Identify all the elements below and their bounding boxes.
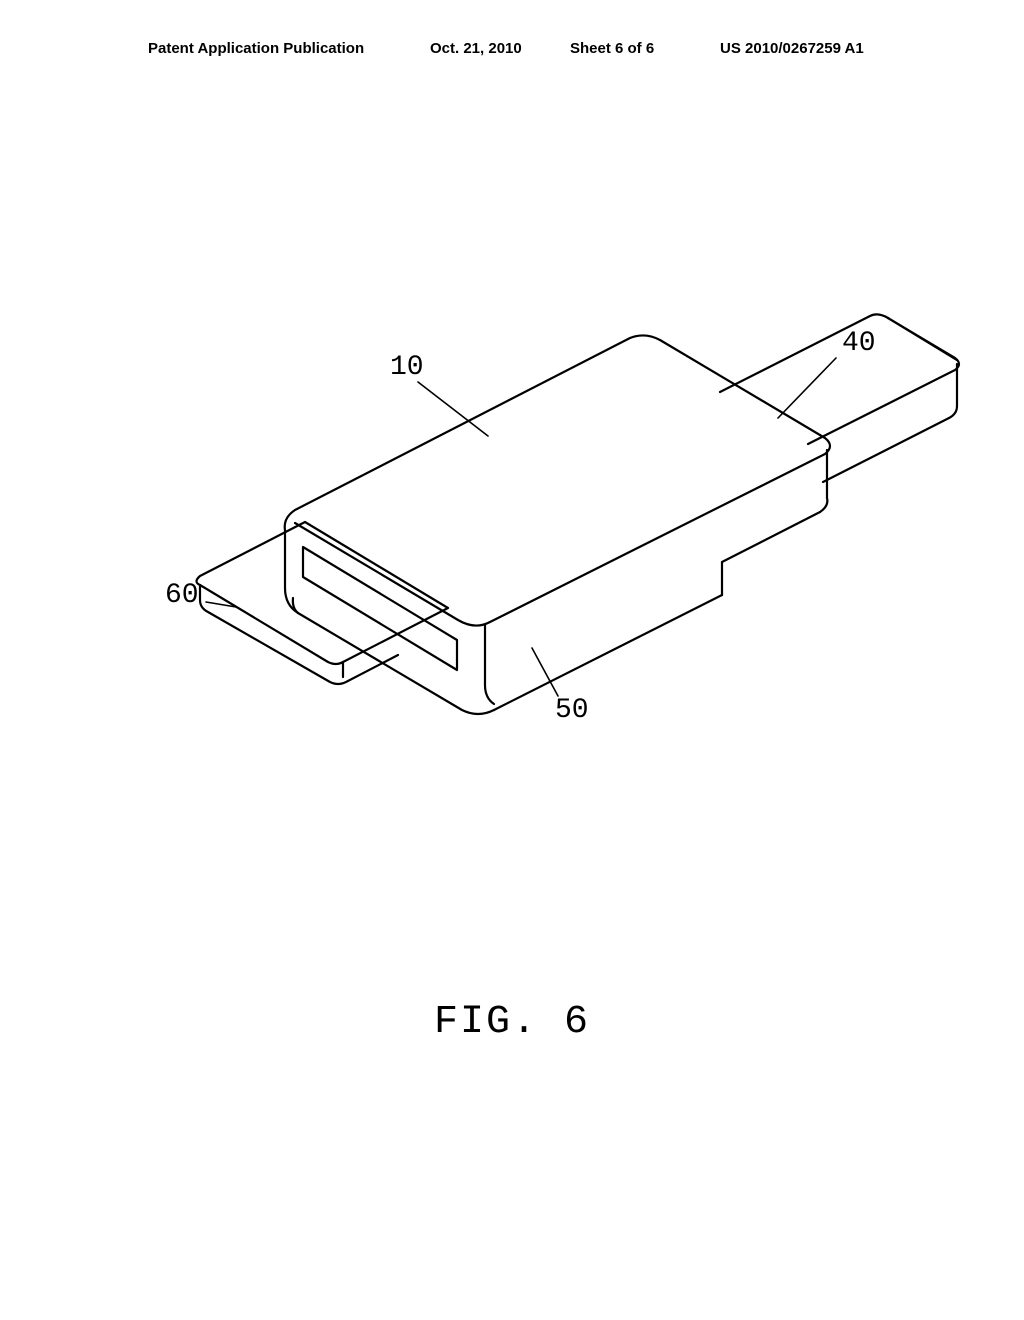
- figure-caption: FIG. 6: [0, 1000, 1024, 1045]
- patent-page: Patent Application Publication Oct. 21, …: [0, 0, 1024, 1320]
- ref-label-40: 40: [842, 328, 876, 359]
- publication-type: Patent Application Publication: [148, 40, 364, 57]
- sheet-info: Sheet 6 of 6: [570, 40, 654, 57]
- patent-drawing: [0, 130, 1024, 930]
- page-header: Patent Application Publication Oct. 21, …: [0, 0, 1024, 70]
- figure-area: 10 40 50 60: [0, 130, 1024, 930]
- ref-label-10: 10: [390, 352, 424, 383]
- ref-label-60: 60: [165, 580, 199, 611]
- publication-date: Oct. 21, 2010: [430, 40, 522, 57]
- publication-number: US 2010/0267259 A1: [720, 40, 864, 57]
- ref-label-50: 50: [555, 695, 589, 726]
